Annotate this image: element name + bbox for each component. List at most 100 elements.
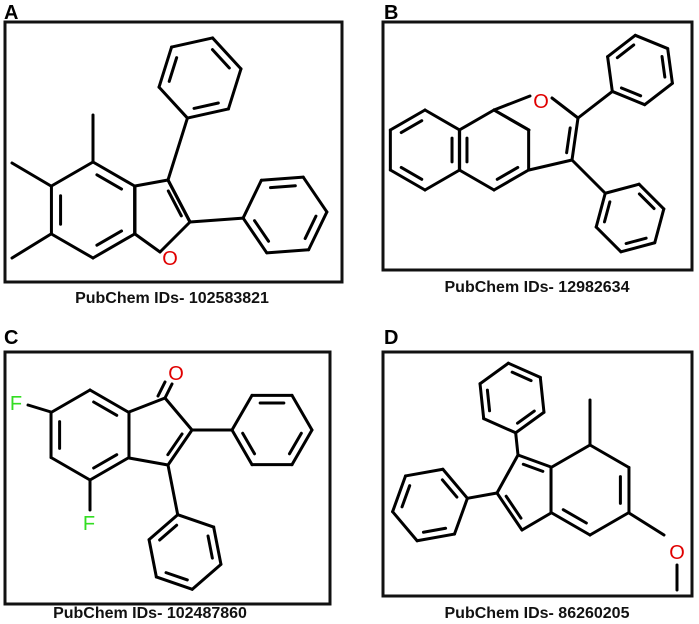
bond — [615, 43, 636, 60]
bond — [423, 108, 462, 132]
bond — [241, 431, 257, 456]
atom-label: O — [669, 542, 685, 564]
bond — [158, 220, 192, 254]
bond — [603, 182, 641, 195]
bond — [241, 178, 263, 220]
atom-label: F — [10, 393, 22, 415]
bond — [457, 108, 496, 132]
bond — [133, 232, 162, 254]
bond — [549, 511, 592, 537]
bond — [88, 388, 131, 414]
bond — [226, 67, 243, 111]
bond — [192, 101, 220, 110]
panel-box — [3, 350, 332, 606]
atom-label: F — [83, 513, 95, 535]
bond — [570, 116, 580, 162]
caption: PubChem IDs- 102487860 — [53, 605, 247, 622]
panel-box — [381, 20, 694, 272]
bond — [241, 216, 269, 255]
bond — [230, 393, 254, 432]
bond — [637, 182, 666, 211]
bond — [538, 375, 546, 414]
bond — [167, 56, 179, 83]
bond — [127, 456, 170, 467]
bond — [606, 55, 614, 93]
bond — [156, 380, 167, 398]
bond — [660, 55, 667, 79]
bond — [259, 175, 305, 182]
bond — [166, 178, 192, 224]
bond — [163, 382, 174, 400]
bond — [91, 160, 137, 188]
bond — [287, 431, 303, 456]
caption: PubChem IDs- 86260205 — [445, 605, 630, 622]
bond — [269, 184, 297, 190]
bond — [565, 126, 572, 155]
bond — [10, 161, 53, 188]
bond — [492, 108, 531, 132]
bond — [92, 453, 119, 470]
bond — [206, 534, 214, 560]
bond — [527, 158, 574, 172]
bond — [399, 165, 424, 181]
bond — [624, 236, 648, 246]
bond — [49, 232, 95, 260]
atom-label: O — [533, 91, 549, 113]
bond — [157, 45, 174, 89]
bond — [440, 478, 459, 499]
bond — [211, 36, 243, 71]
bond — [303, 214, 318, 241]
bond — [453, 496, 469, 536]
bond — [516, 409, 536, 425]
panel-label: D — [384, 327, 398, 349]
bond — [485, 388, 492, 413]
bond — [602, 200, 612, 224]
bond — [403, 467, 445, 478]
bond — [492, 94, 532, 112]
bond — [643, 81, 674, 107]
bond — [163, 396, 194, 432]
bond — [49, 160, 95, 188]
bond — [166, 463, 180, 517]
bond — [391, 510, 419, 543]
bond — [147, 538, 158, 579]
bond — [619, 86, 643, 98]
bond — [95, 229, 124, 247]
bond — [514, 410, 546, 435]
bond — [91, 232, 137, 260]
bond — [10, 232, 53, 260]
bond — [561, 508, 588, 525]
panel-label: B — [384, 2, 398, 24]
bond — [88, 456, 131, 482]
bond — [253, 219, 271, 243]
bond — [482, 417, 518, 435]
panel-box — [3, 20, 344, 284]
bond — [514, 431, 520, 457]
bond — [26, 403, 53, 414]
bond — [95, 173, 124, 191]
bond — [606, 33, 637, 59]
bond — [627, 511, 666, 537]
bond — [653, 207, 666, 245]
bond — [301, 175, 329, 214]
bond — [127, 396, 167, 414]
bond — [400, 484, 412, 509]
bond — [637, 192, 656, 211]
bond — [495, 165, 520, 181]
bond — [190, 562, 223, 591]
bond — [633, 33, 670, 51]
bond — [619, 241, 657, 254]
bond — [92, 400, 119, 417]
bond — [166, 428, 194, 467]
bond — [158, 523, 179, 542]
bond — [495, 453, 520, 495]
bond — [588, 443, 631, 469]
caption: PubChem IDs- 102583821 — [75, 290, 269, 307]
bond — [549, 443, 592, 469]
bond — [423, 168, 462, 192]
bond — [154, 575, 194, 591]
bond — [521, 462, 545, 473]
bond — [610, 89, 647, 107]
bond — [506, 361, 542, 379]
